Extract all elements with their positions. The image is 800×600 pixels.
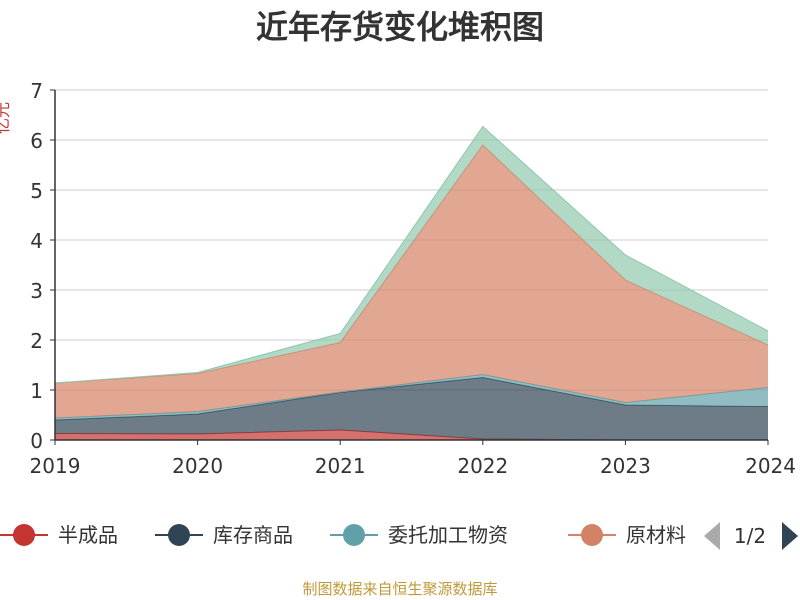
legend-items: 半成品 库存商品 委托加工物资 原材料 [0,523,686,547]
y-tick-label: 5 [30,179,43,203]
legend-page-indicator: 1/2 [734,524,766,548]
legend-marker-icon [13,524,35,546]
y-tick-label: 0 [30,429,43,453]
legend-next-arrow-icon[interactable] [782,522,798,550]
legend-pager: 1/2 [704,522,798,550]
y-tick-label: 7 [30,79,43,103]
x-tick-label: 2021 [315,454,366,478]
legend-label: 库存商品 [213,523,293,547]
x-tick-label: 2023 [600,454,651,478]
chart-title: 近年存货变化堆积图 [256,8,544,46]
x-tick-label: 2019 [30,454,81,478]
x-tick-label: 2022 [457,454,508,478]
series-area-3[interactable] [55,145,768,418]
y-tick-label: 4 [30,229,43,253]
legend-item[interactable]: 原材料 [568,523,686,547]
legend: 半成品 库存商品 委托加工物资 原材料 [0,523,686,547]
legend-marker-icon [168,524,190,546]
series-area-1[interactable] [55,377,768,441]
legend-item[interactable]: 库存商品 [155,523,293,547]
y-axis-label: 亿元 [0,102,12,134]
legend-marker-icon [343,524,365,546]
y-tick-label: 1 [30,379,43,403]
series-line-4 [54,125,769,384]
axes: 0 1 2 3 4 5 6 7 2019 2020 2021 2022 2023 2024 [30,79,796,478]
legend-label: 委托加工物资 [388,523,508,547]
legend-label: 原材料 [626,523,686,547]
x-tick-label: 2024 [745,454,796,478]
legend-prev-arrow-icon[interactable] [704,522,720,550]
series-area-2[interactable] [55,374,768,421]
stacked-areas [54,125,769,441]
legend-item[interactable]: 半成品 [0,523,118,547]
legend-item[interactable]: 委托加工物资 [330,523,508,547]
legend-label: 半成品 [58,523,118,547]
x-tick-label: 2020 [172,454,223,478]
data-source-note: 制图数据来自恒生聚源数据库 [302,580,497,598]
y-tick-label: 6 [30,129,43,153]
legend-marker-icon [581,524,603,546]
y-tick-label: 3 [30,279,43,303]
y-tick-label: 2 [30,329,43,353]
